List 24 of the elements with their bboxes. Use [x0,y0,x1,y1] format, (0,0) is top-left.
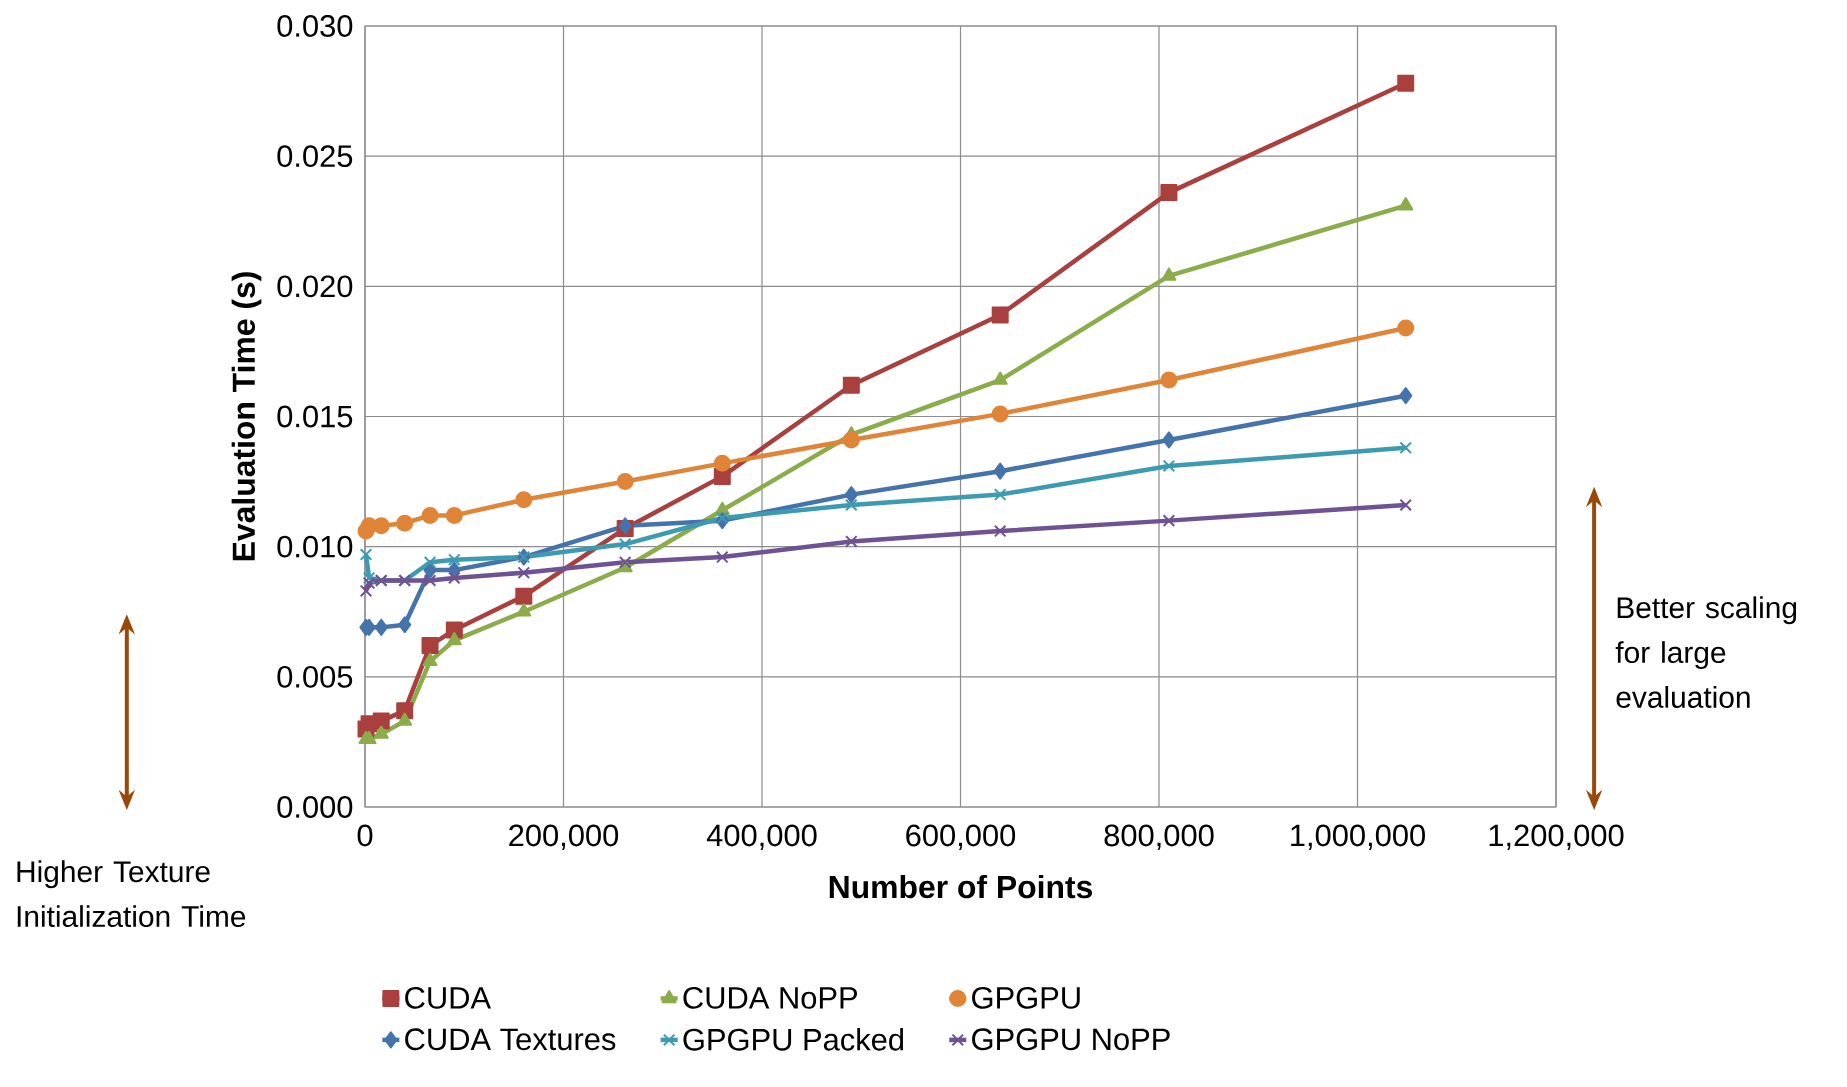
x-tick-label: 200,000 [509,824,619,851]
legend-label: CUDA [405,986,492,1009]
text: Better scaling for large evaluation [1615,596,1797,708]
y-tick-label: 0.015 [277,405,353,428]
legend-label: CUDA NoPP [683,986,857,1009]
x-tick-label: 600,000 [906,824,1016,851]
x-axis-title: Number of Points [829,874,1093,899]
x-tick-label: 400,000 [706,824,817,851]
legend-label: CUDA Textures [405,1028,616,1051]
x-tick-label: 1,200,000 [1489,824,1624,851]
legend-label: GPGPU [972,986,1080,1009]
y-tick-label: 0.030 [277,15,353,37]
text: Higher Texture Initialization Time [17,860,246,928]
x-tick-label: 0 [357,824,373,847]
legend-label: GPGPU NoPP [972,1028,1170,1051]
y-tick-label: 0.025 [277,145,353,168]
y-tick-label: 0.010 [277,535,353,558]
legend-label: GPGPU Packed [683,1027,904,1051]
x-tick-label: 1,000,000 [1291,824,1425,851]
y-axis-title: Evaluation Time (s) [231,272,262,561]
y-tick-label: 0.020 [277,275,353,298]
y-tick-label: 0.005 [277,665,353,688]
y-tick-label: 0.000 [277,796,353,818]
x-tick-label: 800,000 [1104,824,1214,851]
